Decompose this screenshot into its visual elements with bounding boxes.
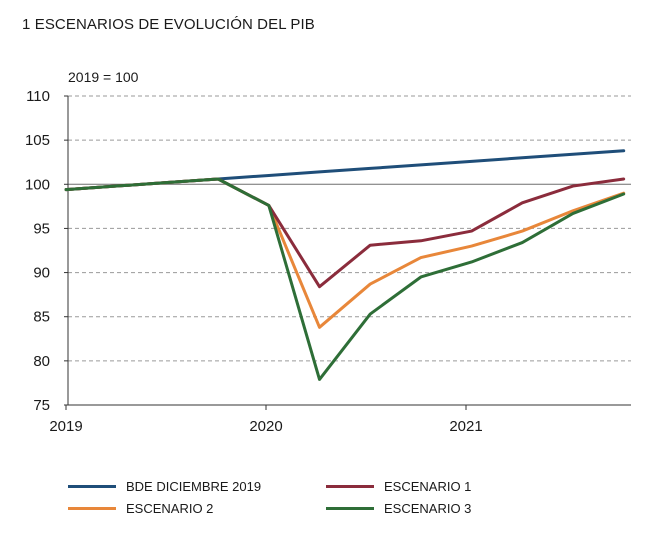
y-tick-label: 95 [33,220,50,237]
x-tick-label: 2019 [49,418,82,435]
legend-swatch-escenario-3 [326,507,374,510]
gridlines [68,95,631,362]
axes [67,96,631,406]
legend-label-escenario-2: ESCENARIO 2 [126,501,214,516]
y-tick-label: 90 [33,265,50,282]
legend-swatch-bde [68,485,116,488]
x-tick-label: 2020 [249,418,282,435]
legend-item-escenario-2: ESCENARIO 2 [68,501,213,516]
legend-item-escenario-1: ESCENARIO 1 [326,479,471,494]
legend-item-escenario-3: ESCENARIO 3 [326,501,471,516]
legend-swatch-escenario-2 [68,507,116,510]
legend-label-bde: BDE DICIEMBRE 2019 [126,479,262,494]
y-tick-label: 80 [33,353,50,370]
x-tick-label: 2021 [449,418,482,435]
series-line-escenario-2 [64,177,626,329]
legend-label-escenario-3: ESCENARIO 3 [384,501,472,516]
x-axis-ticks: 2019 2020 2021 [49,405,483,435]
y-axis-ticks: 75 80 85 90 95 100 105 110 [25,88,68,414]
y-tick-label: 105 [25,132,50,149]
legend-label-escenario-1: ESCENARIO 1 [384,479,472,494]
legend-swatch-escenario-1 [326,485,374,488]
y-tick-label: 100 [25,176,50,193]
chart-title: 1 ESCENARIOS DE EVOLUCIÓN DEL PIB [22,16,315,33]
y-tick-label: 75 [33,397,50,414]
series-line-escenario-3 [64,177,626,381]
series-lines [64,149,626,381]
y-tick-label: 85 [33,309,50,326]
legend-item-bde: BDE DICIEMBRE 2019 [68,479,261,494]
unit-label: 2019 = 100 [68,69,139,85]
y-tick-label: 110 [26,88,50,105]
legend: BDE DICIEMBRE 2019 ESCENARIO 1 ESCENARIO… [68,479,628,523]
